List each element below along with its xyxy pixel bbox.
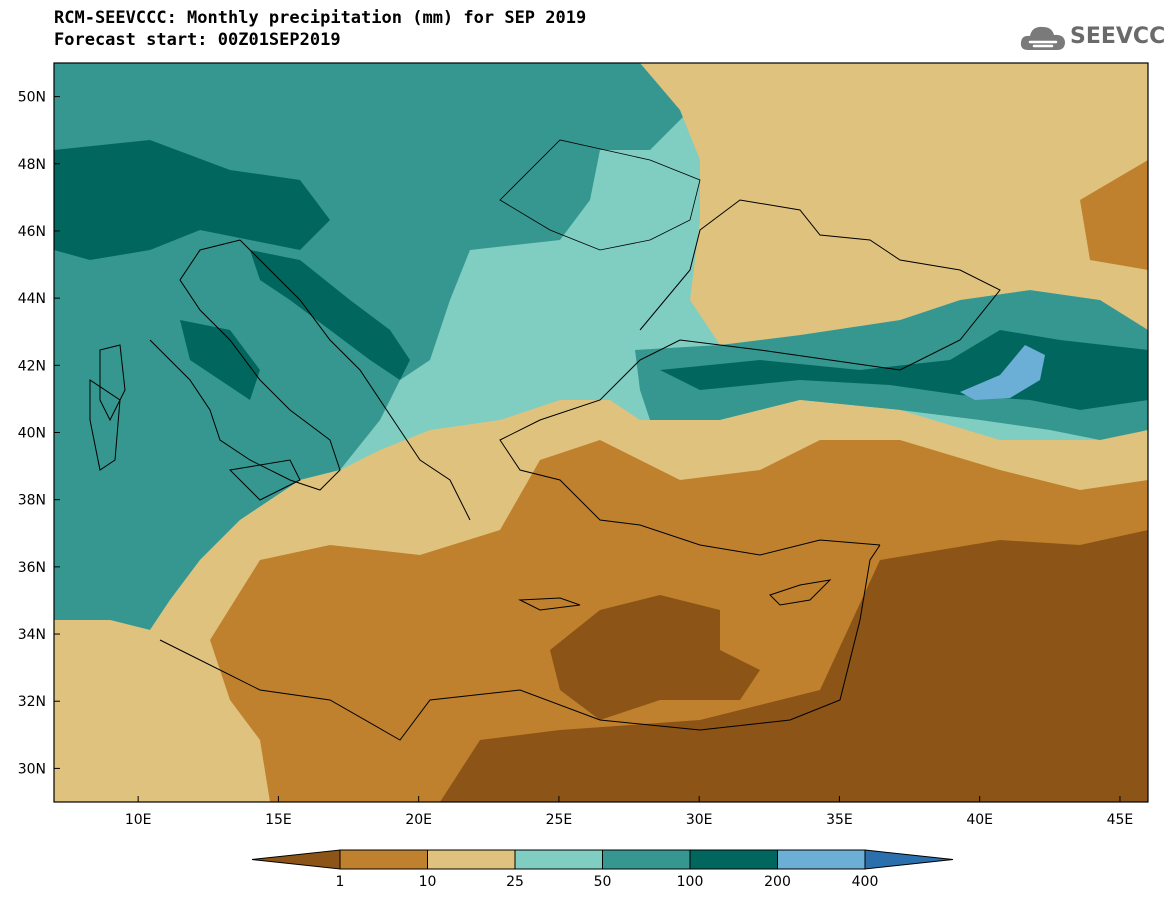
lat-label: 40N — [18, 426, 46, 442]
longitude-labels: 10E 15E 20E 25E 30E 35E 40E 45E — [125, 796, 1133, 828]
legend-threshold-label: 50 — [594, 874, 612, 890]
lat-label: 42N — [18, 358, 46, 374]
legend-threshold-label: 1 — [336, 874, 345, 890]
legend-swatch — [689, 849, 778, 870]
field-under-1 — [440, 530, 1148, 802]
legend-threshold-label: 25 — [506, 874, 524, 890]
legend-swatch — [777, 849, 866, 870]
legend-threshold-label: 10 — [419, 874, 437, 890]
lat-label: 34N — [18, 627, 46, 643]
map-title: RCM-SEEVCCC: Monthly precipitation (mm) … — [54, 8, 587, 28]
lon-label: 45E — [1107, 812, 1134, 828]
lon-label: 35E — [826, 812, 853, 828]
seevccc-logo: SEEVCCC — [1018, 20, 1165, 56]
lat-label: 48N — [18, 157, 46, 173]
legend-threshold-label: 400 — [852, 874, 879, 890]
lon-label: 30E — [686, 812, 713, 828]
field-50-100-pontic — [635, 290, 1148, 440]
lon-label: 20E — [405, 812, 432, 828]
cloud-icon — [1020, 26, 1065, 50]
lat-label: 44N — [18, 291, 46, 307]
legend-swatch — [427, 849, 516, 870]
lon-label: 15E — [265, 812, 292, 828]
field-200-400-caucasus — [960, 345, 1045, 400]
lon-label: 40E — [966, 812, 993, 828]
field-100-200-adriatic — [250, 250, 410, 380]
legend-threshold-label: 100 — [677, 874, 704, 890]
lat-label: 46N — [18, 224, 46, 240]
field-100-200-italy — [180, 320, 260, 400]
lat-label: 36N — [18, 560, 46, 576]
precipitation-field — [54, 63, 1148, 802]
latitude-labels: 50N 48N 46N 44N 42N 40N 38N 36N 34N 32N 30N — [18, 90, 60, 777]
logo-text: SEEVCCC — [1070, 24, 1165, 49]
legend-swatch — [602, 849, 691, 870]
forecast-subtitle: Forecast start: 00Z01SEP2019 — [54, 30, 341, 50]
coastlines — [89, 139, 1001, 741]
lon-label: 10E — [125, 812, 152, 828]
legend-below-min-triangle — [251, 849, 341, 870]
legend-threshold-label: 200 — [764, 874, 791, 890]
lat-label: 50N — [18, 90, 46, 106]
field-100-200-alps — [54, 140, 330, 260]
legend-swatch — [339, 849, 428, 870]
legend-swatch — [514, 849, 603, 870]
lat-label: 38N — [18, 493, 46, 509]
lat-label: 32N — [18, 694, 46, 710]
lon-label: 25E — [546, 812, 573, 828]
lat-label: 30N — [18, 761, 46, 777]
legend-above-max-triangle — [864, 849, 954, 870]
